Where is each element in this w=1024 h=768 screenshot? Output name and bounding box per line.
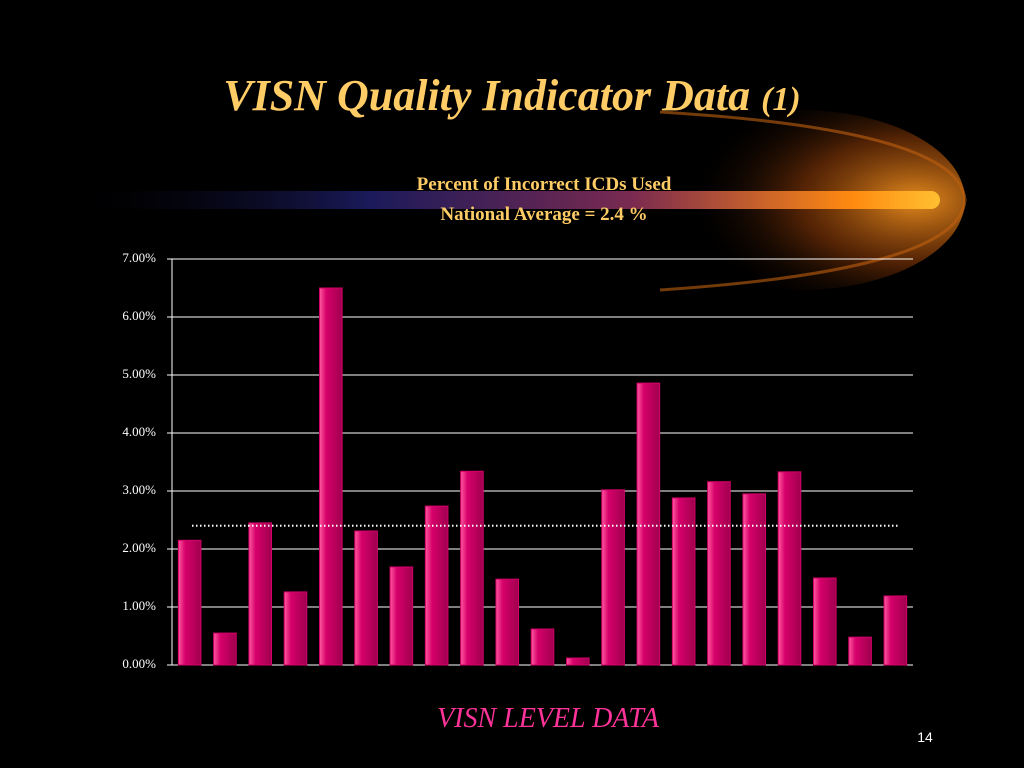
bar (389, 566, 414, 666)
chart-title: Percent of Incorrect ICDs Used (417, 174, 672, 195)
y-tick-label: 1.00% (122, 598, 156, 613)
bar (848, 636, 872, 666)
chart-subtitle: National Average = 2.4 % (440, 204, 647, 225)
bar (601, 489, 625, 666)
bar (671, 497, 696, 666)
bar (460, 470, 484, 666)
plot: 0.00% 1.00% 2.00% 3.00% 4.00% 5.00% 6.00% 7.00% (122, 250, 913, 671)
y-tick-label: 4.00% (122, 424, 156, 439)
bar (812, 577, 837, 666)
y-tick-label: 5.00% (122, 366, 156, 381)
bar (318, 287, 343, 666)
y-tick-label: 0.00% (122, 656, 156, 671)
bar (424, 505, 449, 666)
bar (177, 539, 202, 666)
bar (883, 595, 908, 666)
title-number: (1) (761, 81, 801, 118)
bar (354, 530, 378, 666)
bar (707, 481, 731, 666)
y-tick-label: 6.00% (122, 308, 156, 323)
bar (495, 578, 520, 666)
footer: VISN LEVEL DATA (437, 703, 660, 734)
page-number: 14 (917, 729, 933, 745)
bar (742, 493, 767, 666)
y-tick-label: 3.00% (122, 482, 156, 497)
title-text: VISN Quality Indicator Data (223, 71, 750, 120)
y-tick-label: 2.00% (122, 540, 156, 555)
bar (636, 382, 661, 666)
decoration (60, 110, 967, 292)
bar (213, 632, 237, 666)
bar (248, 522, 273, 666)
bar (530, 628, 555, 666)
bar (777, 471, 802, 666)
bar (283, 591, 308, 666)
slide-title: VISN Quality Indicator Data (1) (223, 71, 801, 120)
bar (565, 657, 590, 666)
y-tick-label: 7.00% (122, 250, 156, 265)
